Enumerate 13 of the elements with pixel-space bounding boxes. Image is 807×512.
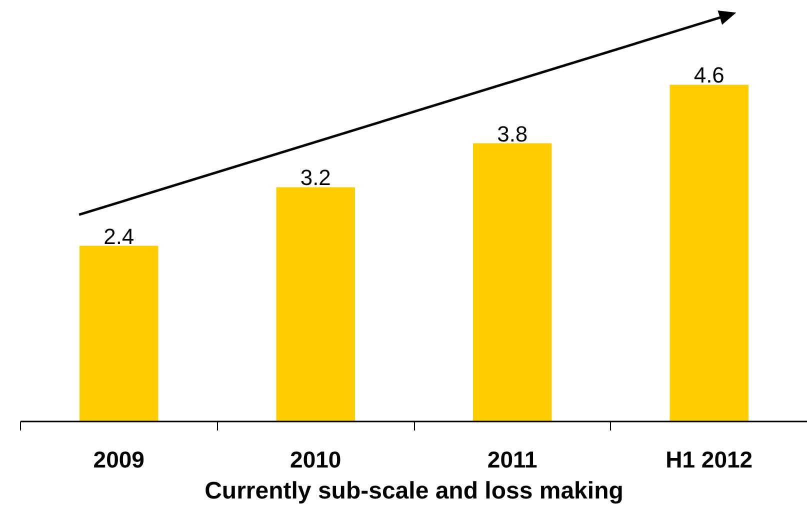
data-label: 2.4 (104, 224, 134, 249)
x-tick-label: 2009 (93, 446, 144, 472)
bar (473, 143, 552, 422)
bar (670, 84, 748, 422)
x-tick-label: 2011 (487, 446, 538, 472)
data-label: 4.6 (694, 62, 724, 88)
bar (80, 246, 158, 422)
x-axis-title: Currently sub-scale and loss making (204, 478, 624, 504)
data-label: 3.2 (300, 165, 331, 190)
bar (276, 187, 355, 422)
x-tick-label: 2010 (290, 446, 342, 472)
x-tick-label: H1 2012 (666, 446, 753, 472)
data-label: 3.8 (497, 121, 528, 146)
